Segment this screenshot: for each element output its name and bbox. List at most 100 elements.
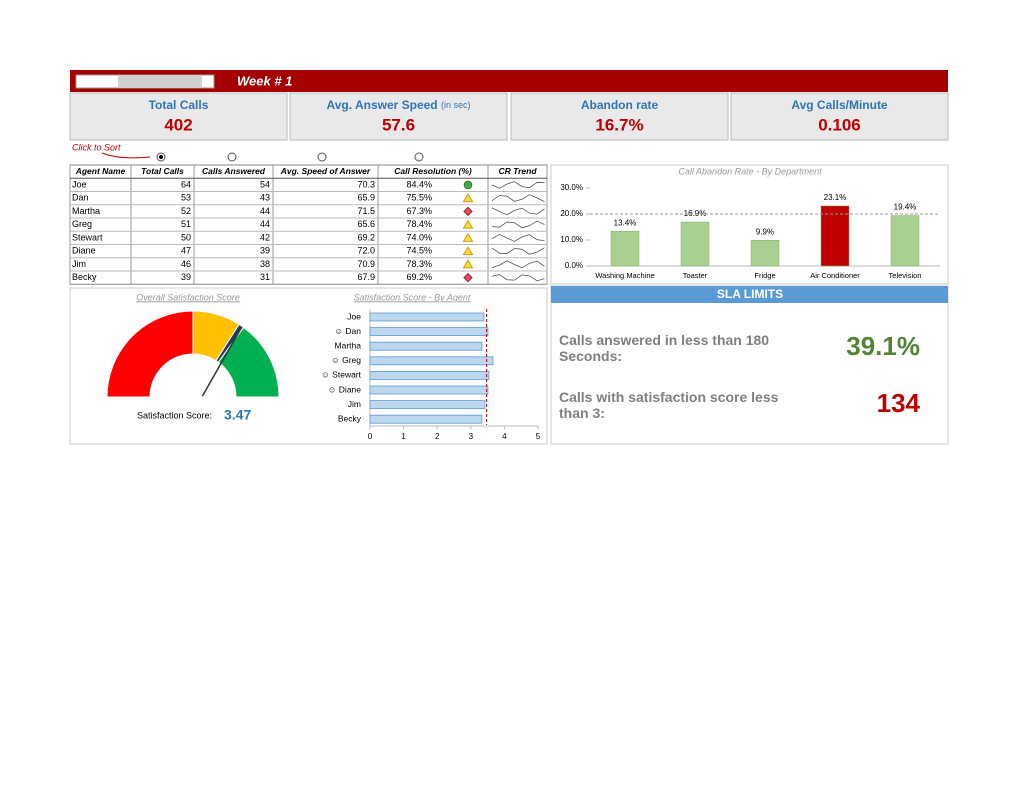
sort-radio[interactable] — [227, 152, 237, 162]
table-cell: Diane — [72, 246, 96, 256]
y-tick-label: 10.0% — [560, 235, 583, 244]
sla-label: Calls with satisfaction score less than … — [559, 389, 779, 421]
x-tick-label: Air Conditioner — [810, 271, 860, 280]
y-tick-label: 30.0% — [560, 183, 583, 192]
gauge-band — [106, 310, 194, 398]
table-frame — [69, 164, 548, 285]
table-cell: 70.3 — [357, 179, 375, 189]
table-cell: 78.3% — [406, 259, 432, 269]
table-cell: 69.2% — [406, 272, 432, 282]
table-cell: 74.0% — [406, 232, 432, 242]
sla-panel — [550, 285, 949, 445]
kpi-box — [289, 92, 508, 141]
table-cell: 74.5% — [406, 246, 432, 256]
sla-value: 39.1% — [846, 331, 920, 361]
cr-sparkline — [491, 220, 545, 229]
selector-scroll — [118, 76, 202, 87]
sla-label: Calls answered in less than 180 Seconds: — [559, 332, 770, 364]
kpi-label: Avg Calls/Minute — [791, 98, 888, 112]
table-cell: 67.3% — [406, 206, 432, 216]
x-tick-label: Television — [889, 271, 922, 280]
status-icon — [462, 259, 474, 269]
x-tick-label: Washing Machine — [595, 271, 654, 280]
y-tick-label: ☺ Dan — [334, 326, 361, 336]
table-cell: 53 — [181, 193, 191, 203]
bar — [750, 240, 780, 267]
table-header: Calls Answered — [202, 166, 266, 176]
table-cell: Becky — [72, 272, 97, 282]
cr-sparkline — [491, 233, 545, 242]
kpi-label-text: Avg Calls/Minute — [791, 98, 888, 112]
table-cell: Jim — [72, 259, 86, 269]
gauge-label: Satisfaction Score: — [137, 410, 212, 420]
table-cell: 78.4% — [406, 219, 432, 229]
chart-title: Overall Satisfaction Score — [136, 292, 240, 302]
value-label: 19.4% — [894, 203, 917, 212]
cr-sparkline — [491, 194, 545, 202]
kpi-value: 16.7% — [595, 115, 643, 134]
y-tick-label: ☺ Stewart — [321, 370, 361, 380]
table-cell: Greg — [72, 219, 92, 229]
table-header: Call Resolution (%) — [394, 166, 472, 176]
table-cell: 84.4% — [406, 179, 432, 189]
sort-radio[interactable] — [317, 152, 327, 162]
sort-radio-dot — [159, 155, 163, 159]
table-cell: Stewart — [72, 232, 103, 242]
status-icon — [463, 272, 473, 283]
bar — [820, 205, 850, 267]
table-cell: 65.6 — [357, 219, 375, 229]
cr-sparkline — [491, 207, 545, 216]
sort-arrow — [101, 152, 151, 159]
value-label: 23.1% — [824, 193, 847, 202]
x-tick-label: Fridge — [754, 271, 775, 280]
header-bar — [70, 70, 948, 92]
kpi-value: 0.106 — [818, 115, 861, 134]
cr-sparkline — [491, 181, 545, 189]
chart-title: Call Abandon Rate - By Department — [678, 166, 822, 176]
table-cell: 72.0 — [357, 246, 375, 256]
status-icon — [462, 246, 474, 256]
value-label: 9.9% — [756, 227, 774, 236]
table-cell: 54 — [260, 179, 270, 189]
y-tick-label: Martha — [335, 340, 362, 350]
status-icon — [462, 232, 474, 242]
x-tick-label: 5 — [536, 432, 541, 441]
kpi-value: 402 — [164, 115, 192, 134]
bar — [369, 312, 485, 322]
table-cell: 43 — [260, 193, 270, 203]
table-cell: 64 — [181, 179, 191, 189]
status-icon — [463, 206, 473, 217]
bar — [369, 327, 489, 337]
table-cell: 50 — [181, 232, 191, 242]
table-header: CR Trend — [498, 166, 537, 176]
kpi-note: (in sec) — [441, 100, 471, 110]
bar — [369, 370, 490, 380]
sla-header — [551, 286, 948, 303]
kpi-box — [730, 92, 949, 141]
x-tick-label: Toaster — [683, 271, 708, 280]
chart-title: Satisfaction Score - By Agent — [354, 292, 471, 302]
table-cell: 44 — [260, 219, 270, 229]
table-cell: 47 — [181, 246, 191, 256]
value-label: 13.4% — [614, 218, 637, 227]
table-cell: Joe — [72, 179, 87, 189]
kpi-label-text: Abandon rate — [581, 98, 659, 112]
y-tick-label: ☺ Greg — [331, 355, 361, 365]
sla-value: 134 — [877, 388, 921, 418]
table-cell: Martha — [72, 206, 100, 216]
y-tick-label: 20.0% — [560, 209, 583, 218]
status-icon — [462, 219, 474, 229]
x-tick-label: 1 — [401, 432, 406, 441]
sort-radio[interactable] — [414, 152, 424, 162]
x-tick-label: 2 — [435, 432, 440, 441]
table-cell: 44 — [260, 206, 270, 216]
bar — [369, 414, 483, 424]
y-tick-label: Joe — [347, 311, 361, 321]
table-cell: 52 — [181, 206, 191, 216]
table-cell: 39 — [181, 272, 191, 282]
table-header: Agent Name — [75, 166, 126, 176]
x-tick-label: 3 — [469, 432, 474, 441]
sort-hint: Click to Sort — [72, 142, 121, 152]
